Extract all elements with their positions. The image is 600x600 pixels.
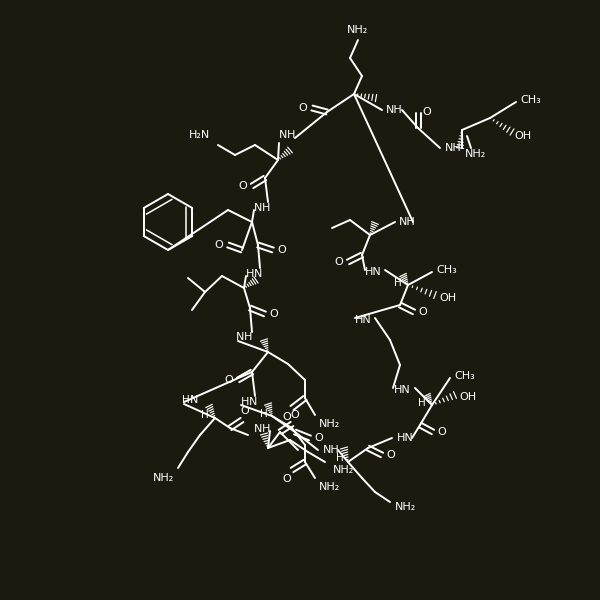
Text: H: H [336, 453, 344, 463]
Text: O: O [314, 433, 323, 443]
Text: H: H [241, 397, 249, 407]
Text: H: H [201, 410, 209, 420]
Text: CH₃: CH₃ [521, 95, 541, 105]
Text: NH₂: NH₂ [332, 465, 353, 475]
Text: NH: NH [445, 143, 461, 153]
Text: N: N [254, 203, 262, 213]
Text: O: O [422, 107, 431, 117]
Text: NH: NH [398, 217, 415, 227]
Text: H: H [182, 395, 190, 405]
Text: NH₂: NH₂ [319, 482, 341, 492]
Text: NH: NH [323, 445, 340, 455]
Text: N: N [249, 397, 257, 407]
Text: N: N [236, 332, 244, 342]
Text: HN: HN [355, 315, 371, 325]
Text: O: O [224, 375, 233, 385]
Text: O: O [283, 474, 292, 484]
Text: NH₂: NH₂ [152, 473, 173, 483]
Text: O: O [269, 309, 278, 319]
Text: O: O [239, 181, 247, 191]
Text: O: O [419, 307, 427, 317]
Text: H: H [246, 269, 254, 279]
Text: N: N [190, 395, 198, 405]
Text: N: N [279, 130, 287, 140]
Text: NH₂: NH₂ [394, 502, 416, 512]
Text: H: H [244, 332, 252, 342]
Text: O: O [299, 103, 307, 113]
Text: OH: OH [460, 392, 476, 402]
Text: OH: OH [514, 131, 532, 141]
Text: CH₃: CH₃ [437, 265, 457, 275]
Text: NH₂: NH₂ [319, 419, 341, 429]
Text: N: N [254, 269, 262, 279]
Text: O: O [278, 245, 286, 255]
Text: O: O [335, 257, 343, 267]
Text: NH₂: NH₂ [464, 149, 485, 159]
Text: H: H [262, 203, 270, 213]
Text: O: O [386, 450, 395, 460]
Text: O: O [215, 240, 223, 250]
Text: H: H [394, 278, 402, 288]
Text: O: O [437, 427, 446, 437]
Text: H₂N: H₂N [190, 130, 211, 140]
Text: O: O [241, 406, 250, 416]
Text: N: N [254, 424, 262, 434]
Text: O: O [283, 412, 292, 422]
Text: OH: OH [439, 293, 457, 303]
Text: HN: HN [394, 385, 410, 395]
Text: H: H [262, 424, 270, 434]
Text: CH₃: CH₃ [455, 371, 475, 381]
Text: O: O [290, 410, 299, 420]
Text: H: H [287, 130, 295, 140]
Text: NH₂: NH₂ [347, 25, 368, 35]
Text: NH: NH [386, 105, 403, 115]
Text: H: H [418, 398, 426, 408]
Text: H: H [260, 409, 268, 419]
Text: HN: HN [365, 267, 382, 277]
Text: HN: HN [397, 433, 413, 443]
